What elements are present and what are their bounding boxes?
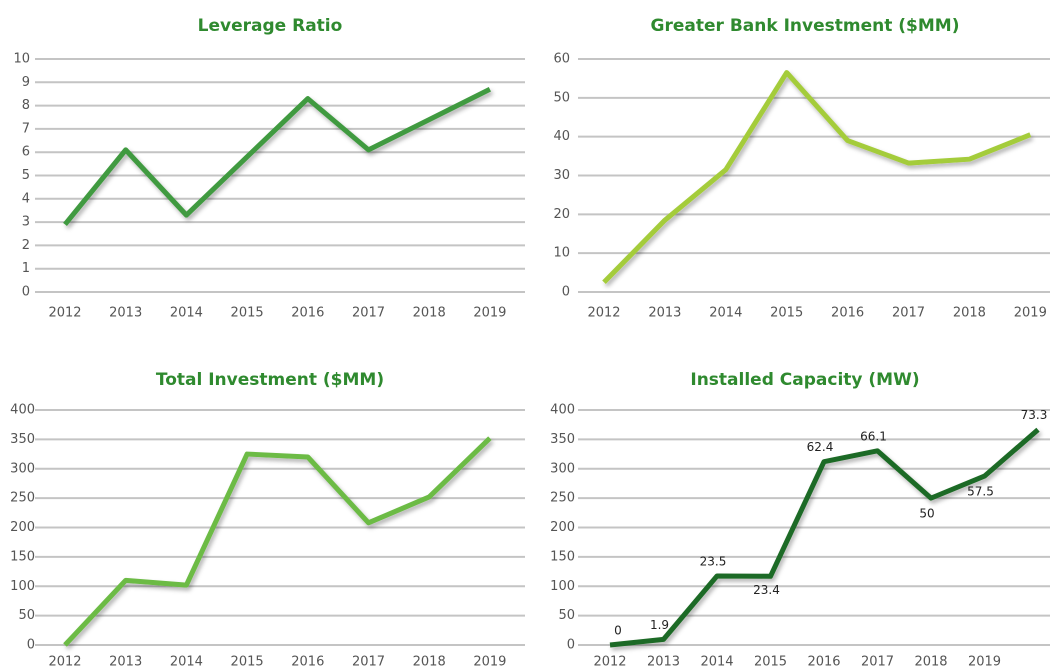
x-tick-label: 2018 bbox=[413, 655, 446, 670]
x-tick-label: 2015 bbox=[754, 655, 787, 670]
data-label: 62.4 bbox=[807, 440, 834, 454]
x-tick-label: 2018 bbox=[914, 655, 947, 670]
x-tick-label: 2019 bbox=[968, 655, 1001, 670]
data-label: 0 bbox=[614, 624, 622, 638]
y-tick-label: 150 bbox=[550, 549, 575, 564]
x-tick-label: 2017 bbox=[352, 306, 385, 321]
y-tick-label: 250 bbox=[550, 491, 575, 506]
y-tick-label: 400 bbox=[550, 403, 575, 418]
y-tick-label: 250 bbox=[10, 491, 35, 506]
chart-title: Installed Capacity (MW) bbox=[690, 370, 919, 390]
data-line bbox=[602, 70, 1032, 285]
y-tick-label: 30 bbox=[553, 168, 570, 183]
y-tick-label: 150 bbox=[10, 549, 35, 564]
data-label: 57.5 bbox=[967, 485, 994, 499]
x-tick-label: 2017 bbox=[861, 655, 894, 670]
x-tick-label: 2016 bbox=[291, 655, 324, 670]
y-tick-label: 5 bbox=[22, 168, 30, 183]
y-tick-label: 6 bbox=[22, 145, 30, 160]
y-tick-label: 300 bbox=[10, 461, 35, 476]
y-tick-label: 20 bbox=[553, 207, 570, 222]
y-tick-label: 3 bbox=[22, 215, 30, 230]
x-tick-label: 2019 bbox=[1014, 306, 1047, 321]
y-tick-label: 0 bbox=[562, 285, 570, 300]
y-tick-label: 50 bbox=[558, 608, 575, 623]
y-tick-label: 350 bbox=[10, 432, 35, 447]
y-tick-label: 4 bbox=[22, 191, 30, 206]
x-tick-label: 2012 bbox=[48, 306, 81, 321]
x-tick-label: 2019 bbox=[473, 306, 506, 321]
data-label: 1.9 bbox=[650, 618, 669, 632]
y-tick-label: 40 bbox=[553, 129, 570, 144]
x-tick-label: 2017 bbox=[352, 655, 385, 670]
y-tick-label: 8 bbox=[22, 98, 30, 113]
x-tick-label: 2016 bbox=[831, 306, 864, 321]
chart-title: Greater Bank Investment ($MM) bbox=[651, 16, 960, 36]
x-tick-label: 2014 bbox=[709, 306, 742, 321]
data-label: 66.1 bbox=[860, 429, 887, 443]
x-tick-label: 2013 bbox=[648, 306, 681, 321]
chart-title: Leverage Ratio bbox=[198, 16, 343, 36]
x-tick-label: 2013 bbox=[647, 655, 680, 670]
chart-title: Total Investment ($MM) bbox=[156, 370, 384, 390]
data-line bbox=[63, 436, 492, 647]
y-tick-label: 60 bbox=[553, 52, 570, 67]
data-label: 73.3 bbox=[1021, 408, 1048, 422]
x-tick-label: 2016 bbox=[807, 655, 840, 670]
y-tick-label: 9 bbox=[22, 75, 30, 90]
data-label: 50 bbox=[919, 507, 934, 521]
x-tick-label: 2015 bbox=[770, 306, 803, 321]
data-label: 23.4 bbox=[753, 583, 780, 597]
y-tick-label: 7 bbox=[22, 121, 30, 136]
y-tick-label: 2 bbox=[22, 238, 30, 253]
data-line bbox=[609, 427, 1040, 648]
y-tick-label: 0 bbox=[567, 638, 575, 653]
y-tick-label: 1 bbox=[22, 261, 30, 276]
y-tick-label: 10 bbox=[553, 246, 570, 261]
x-tick-label: 2012 bbox=[593, 655, 626, 670]
x-tick-label: 2012 bbox=[48, 655, 81, 670]
x-tick-label: 2012 bbox=[587, 306, 620, 321]
data-line bbox=[63, 87, 492, 227]
x-tick-label: 2013 bbox=[109, 655, 142, 670]
x-tick-label: 2018 bbox=[413, 306, 446, 321]
y-tick-label: 400 bbox=[10, 403, 35, 418]
x-tick-label: 2013 bbox=[109, 306, 142, 321]
y-tick-label: 200 bbox=[10, 520, 35, 535]
x-tick-label: 2017 bbox=[892, 306, 925, 321]
x-tick-label: 2014 bbox=[170, 655, 203, 670]
y-tick-label: 350 bbox=[550, 432, 575, 447]
x-tick-label: 2014 bbox=[170, 306, 203, 321]
y-tick-label: 100 bbox=[550, 579, 575, 594]
y-tick-label: 50 bbox=[553, 90, 570, 105]
x-tick-label: 2015 bbox=[231, 306, 264, 321]
y-tick-label: 200 bbox=[550, 520, 575, 535]
x-tick-label: 2014 bbox=[700, 655, 733, 670]
y-tick-label: 0 bbox=[22, 285, 30, 300]
x-tick-label: 2018 bbox=[953, 306, 986, 321]
data-label: 23.5 bbox=[700, 554, 727, 568]
y-tick-label: 10 bbox=[13, 52, 30, 67]
x-tick-label: 2015 bbox=[231, 655, 264, 670]
x-tick-label: 2016 bbox=[291, 306, 324, 321]
y-tick-label: 100 bbox=[10, 579, 35, 594]
y-tick-label: 300 bbox=[550, 461, 575, 476]
x-tick-label: 2019 bbox=[473, 655, 506, 670]
y-tick-label: 0 bbox=[27, 638, 35, 653]
y-tick-label: 50 bbox=[18, 608, 35, 623]
